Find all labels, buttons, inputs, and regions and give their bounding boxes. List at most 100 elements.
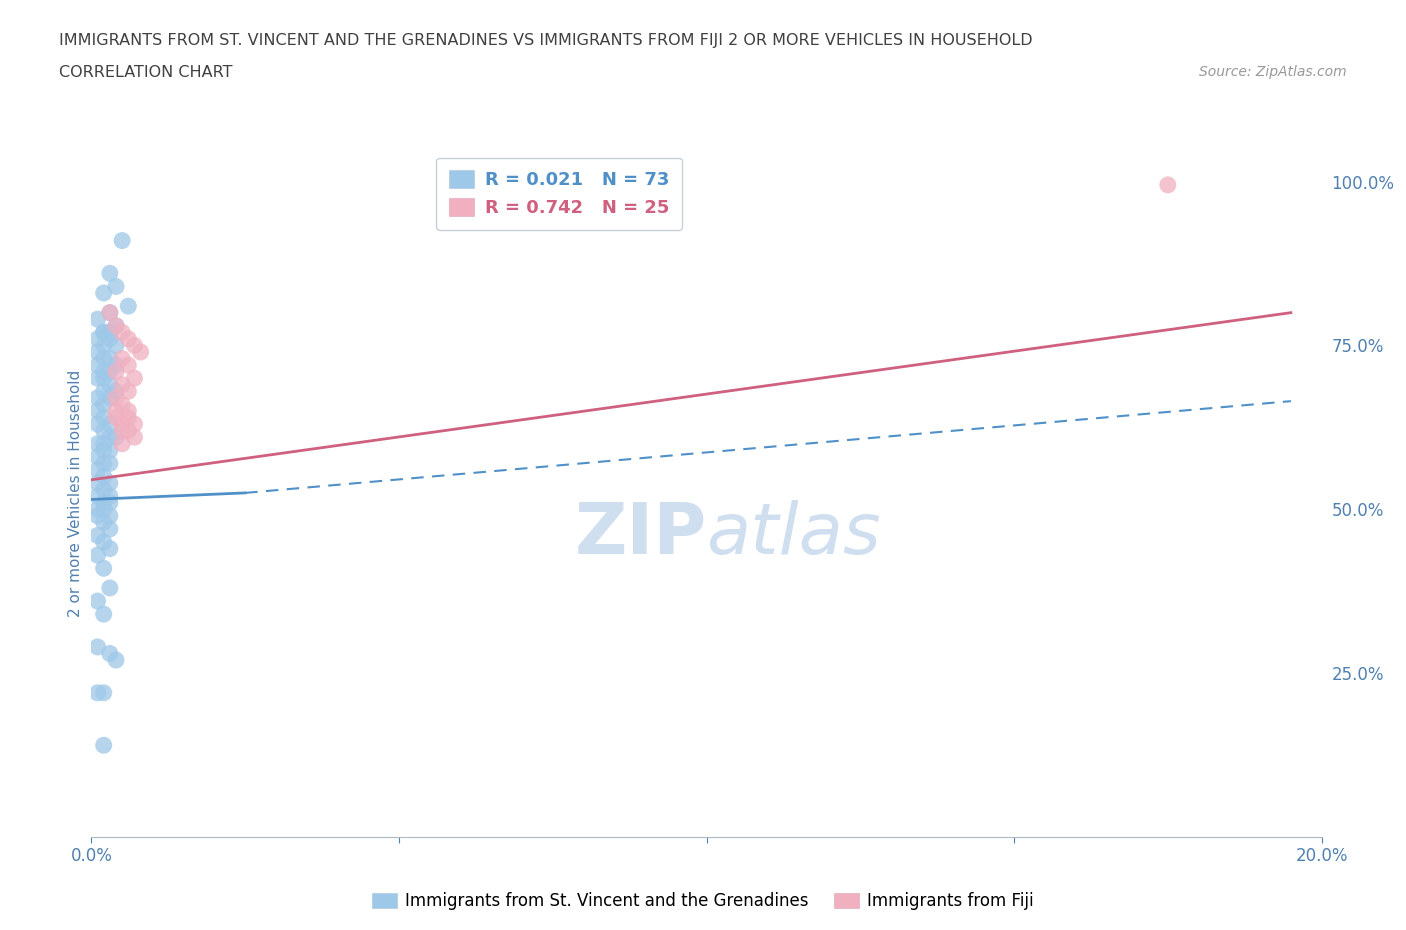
Point <box>98 266 121 281</box>
Point <box>98 378 121 392</box>
Point <box>105 338 127 352</box>
Point <box>105 279 127 294</box>
Point <box>86 462 108 477</box>
Point <box>111 378 134 392</box>
Point <box>86 489 108 504</box>
Point <box>98 365 121 379</box>
Point <box>124 338 146 352</box>
Point <box>86 475 108 490</box>
Point <box>98 496 121 511</box>
Point <box>86 502 108 517</box>
Point <box>105 318 127 333</box>
Point <box>98 305 121 320</box>
Point <box>117 358 139 373</box>
Point <box>93 456 115 471</box>
Point <box>86 331 108 346</box>
Point <box>93 365 115 379</box>
Point <box>86 449 108 464</box>
Point <box>93 397 115 412</box>
Point <box>129 344 152 359</box>
Point <box>98 325 121 339</box>
Point <box>105 410 127 425</box>
Point <box>93 515 115 530</box>
Point <box>86 548 108 563</box>
Point <box>98 352 121 366</box>
Point <box>98 541 121 556</box>
Point <box>86 509 108 524</box>
Point <box>124 371 146 386</box>
Point <box>93 535 115 550</box>
Point <box>111 436 134 451</box>
Text: CORRELATION CHART: CORRELATION CHART <box>59 65 232 80</box>
Point <box>111 325 134 339</box>
Point <box>111 417 134 432</box>
Point <box>105 358 127 373</box>
Point <box>98 331 121 346</box>
Point <box>86 312 108 326</box>
Point <box>86 685 108 700</box>
Point <box>1157 178 1180 193</box>
Text: Source: ZipAtlas.com: Source: ZipAtlas.com <box>1199 65 1347 79</box>
Point <box>86 404 108 418</box>
Point <box>93 606 115 621</box>
Text: ZIP: ZIP <box>574 499 706 568</box>
Point <box>93 496 115 511</box>
Point <box>86 344 108 359</box>
Y-axis label: 2 or more Vehicles in Household: 2 or more Vehicles in Household <box>67 369 83 617</box>
Point <box>105 318 127 333</box>
Text: atlas: atlas <box>706 499 882 568</box>
Point <box>86 417 108 432</box>
Point <box>105 365 127 379</box>
Point <box>105 430 127 445</box>
Point <box>93 384 115 399</box>
Point <box>93 561 115 576</box>
Point <box>93 502 115 517</box>
Point <box>117 331 139 346</box>
Point <box>111 233 134 248</box>
Point <box>93 469 115 484</box>
Legend: Immigrants from St. Vincent and the Grenadines, Immigrants from Fiji: Immigrants from St. Vincent and the Gren… <box>366 885 1040 917</box>
Point <box>98 646 121 661</box>
Point <box>93 443 115 458</box>
Point <box>93 423 115 438</box>
Point <box>105 653 127 668</box>
Point <box>124 417 146 432</box>
Point <box>111 352 134 366</box>
Point <box>93 352 115 366</box>
Point <box>93 737 115 752</box>
Point <box>98 509 121 524</box>
Point <box>117 299 139 313</box>
Text: IMMIGRANTS FROM ST. VINCENT AND THE GRENADINES VS IMMIGRANTS FROM FIJI 2 OR MORE: IMMIGRANTS FROM ST. VINCENT AND THE GREN… <box>59 33 1032 47</box>
Point <box>86 593 108 608</box>
Legend: R = 0.021   N = 73, R = 0.742   N = 25: R = 0.021 N = 73, R = 0.742 N = 25 <box>436 158 682 230</box>
Point <box>124 430 146 445</box>
Point <box>93 325 115 339</box>
Point <box>105 404 127 418</box>
Point <box>98 489 121 504</box>
Point <box>105 391 127 405</box>
Point <box>93 482 115 497</box>
Point <box>93 286 115 300</box>
Point <box>98 580 121 595</box>
Point <box>98 522 121 537</box>
Point <box>117 410 139 425</box>
Point <box>98 430 121 445</box>
Point <box>98 305 121 320</box>
Point <box>93 371 115 386</box>
Point <box>105 384 127 399</box>
Point <box>93 410 115 425</box>
Point <box>93 325 115 339</box>
Point <box>86 371 108 386</box>
Point <box>98 456 121 471</box>
Point <box>86 436 108 451</box>
Point <box>86 358 108 373</box>
Point <box>98 475 121 490</box>
Point <box>98 391 121 405</box>
Point <box>86 391 108 405</box>
Point <box>117 423 139 438</box>
Point <box>117 404 139 418</box>
Point <box>98 417 121 432</box>
Point <box>98 443 121 458</box>
Point <box>93 685 115 700</box>
Point <box>93 436 115 451</box>
